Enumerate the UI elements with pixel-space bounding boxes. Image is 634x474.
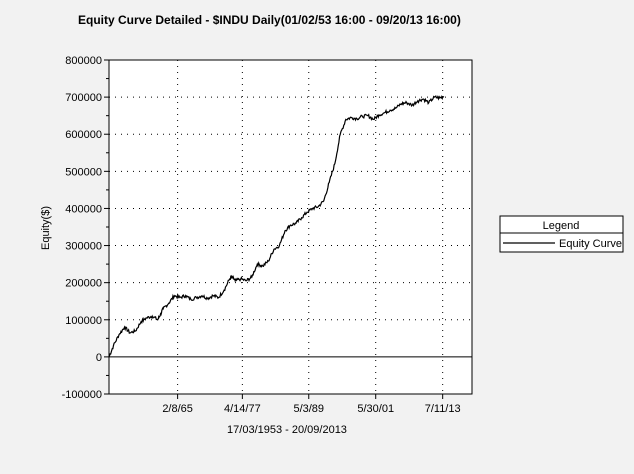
x-tick-label: 4/14/77: [224, 403, 261, 415]
y-tick-label: 400000: [65, 203, 102, 215]
plot-area: [108, 59, 473, 395]
y-tick-label: 700000: [65, 92, 102, 104]
y-axis-label: Equity($): [40, 206, 52, 250]
x-tick-label: 5/3/89: [293, 403, 324, 415]
y-tick-label: 300000: [65, 241, 102, 253]
y-tick-label: 100000: [65, 315, 102, 327]
y-tick-label: 0: [96, 352, 102, 364]
x-axis: 2/8/65 4/14/77 5/3/89 5/30/01 7/11/13: [162, 394, 461, 415]
x-tick-label: 2/8/65: [162, 403, 193, 415]
chart-title: Equity Curve Detailed - $INDU Daily(01/0…: [78, 13, 461, 27]
x-axis-label: 17/03/1953 - 20/09/2013: [227, 424, 347, 436]
y-tick-label: 200000: [65, 278, 102, 290]
legend: Legend Equity Curve: [499, 215, 624, 253]
y-tick-label: 600000: [65, 129, 102, 141]
legend-box: [499, 215, 624, 253]
y-tick-label: -100000: [62, 389, 102, 401]
y-axis: -100000 0 100000 200000 300000 400000 500000 60…: [62, 55, 109, 401]
y-tick-label: 800000: [65, 55, 102, 67]
legend-entry-equity-curve: Equity Curve: [559, 238, 622, 250]
x-tick-label: 7/11/13: [425, 403, 461, 415]
y-tick-label: 500000: [65, 166, 102, 178]
x-tick-label: 5/30/01: [357, 403, 394, 415]
grid-lines: [109, 60, 472, 394]
legend-title: Legend: [543, 220, 580, 232]
series-line-equity-curve: [108, 94, 445, 358]
